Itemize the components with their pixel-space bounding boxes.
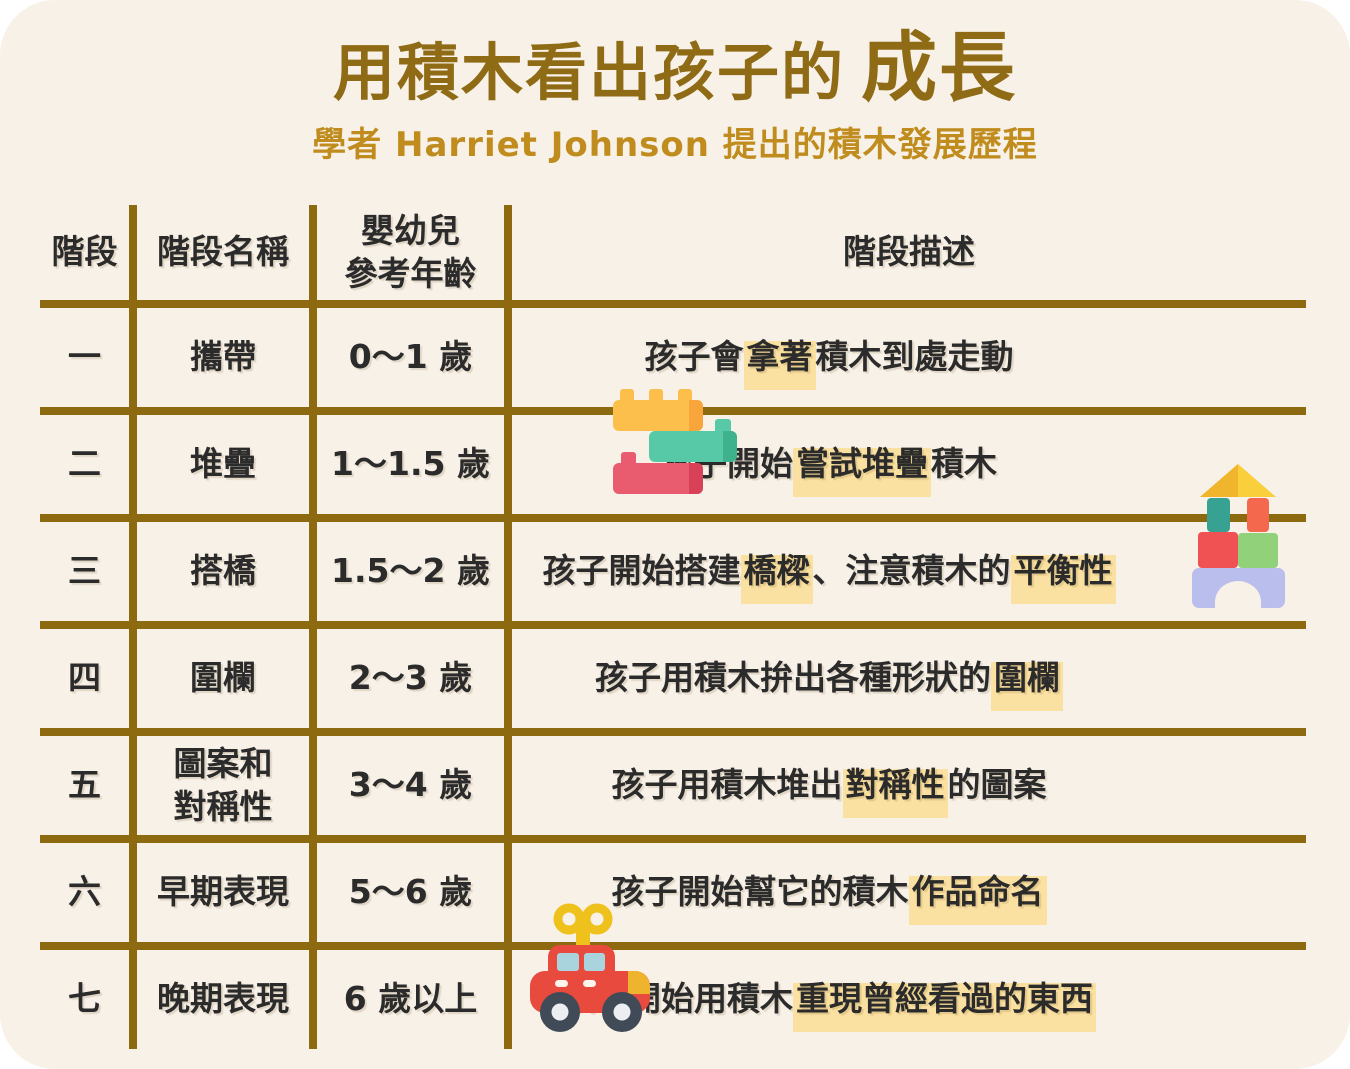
- highlighted-text: 平衡性: [1010, 549, 1116, 605]
- stage-number-cell: 四: [40, 621, 137, 728]
- stage-description-cell: 孩子用積木拚出各種形狀的圍欄: [512, 621, 1306, 728]
- stage-description-cell: 孩子開始搭建橋樑、注意積木的平衡性: [512, 514, 1306, 621]
- stage-number-cell: 六: [40, 835, 137, 942]
- plain-text: 孩子用積木堆出: [611, 765, 843, 805]
- stages-table: 階段 階段名稱 嬰幼兒 參考年齡 階段描述 一攜帶 0～1 歲 孩子會拿著積木到處走…: [40, 205, 1306, 1049]
- highlighted-text: 嘗試堆疊: [793, 442, 931, 498]
- stage-description-text: 孩子會拿著積木到處走動: [644, 335, 1014, 391]
- plain-text: 、注意積木的: [812, 551, 1011, 591]
- plain-text: 孩子開始幫它的積木: [611, 872, 909, 912]
- header: 用積木看出孩子的 成長 學者 Harriet Johnson 提出的積木發展歷程: [0, 22, 1350, 166]
- plain-text: 孩子開始搭建: [542, 551, 741, 591]
- stage-name-cell: 堆疊: [137, 407, 317, 514]
- highlighted-text: 拿著: [743, 335, 816, 391]
- plain-text: 孩子會: [644, 337, 744, 377]
- column-header-age: 嬰幼兒 參考年齡: [317, 205, 512, 300]
- highlighted-text: 橋樑: [740, 549, 813, 605]
- plain-text: 積木到處走動: [815, 337, 1014, 377]
- stage-description-cell: 孩子開始用積木重現曾經看過的東西: [512, 942, 1306, 1049]
- stage-age-cell: 1.5～2 歲: [317, 514, 512, 621]
- stage-description-text: 孩子用積木堆出對稱性的圖案: [611, 763, 1047, 819]
- stage-description-cell: 孩子開始幫它的積木作品命名: [512, 835, 1306, 942]
- stage-name-cell: 攜帶: [137, 300, 317, 407]
- column-header-stage: 階段: [40, 205, 137, 300]
- stage-number-cell: 五: [40, 728, 137, 835]
- column-header-description: 階段描述: [843, 232, 975, 272]
- stage-age-cell: 5～6 歲: [317, 835, 512, 942]
- stage-description-cell: 孩子會拿著積木到處走動: [512, 300, 1306, 407]
- stage-name-cell: 圖案和 對稱性: [137, 728, 317, 835]
- stage-description-text: 孩子開始幫它的積木作品命名: [611, 870, 1047, 926]
- plain-text: 積木: [931, 444, 997, 484]
- wind-up-car-icon: [530, 903, 650, 1032]
- stage-age-cell: 2～3 歲: [317, 621, 512, 728]
- stage-number-cell: 七: [40, 942, 137, 1049]
- page-subtitle: 學者 Harriet Johnson 提出的積木發展歷程: [312, 125, 1038, 166]
- stage-description-cell: 孩子用積木堆出對稱性的圖案: [512, 728, 1306, 835]
- stage-age-cell: 0～1 歲: [317, 300, 512, 407]
- page-title-accent: 成長: [861, 23, 1017, 112]
- highlighted-text: 對稱性: [842, 763, 948, 819]
- stage-age-cell: 6 歲以上: [317, 942, 512, 1049]
- plain-text: 孩子用積木拚出各種形狀的: [595, 658, 991, 698]
- stage-age-cell: 3～4 歲: [317, 728, 512, 835]
- block-house-icon: [1192, 464, 1285, 608]
- column-header-stage-name: 階段名稱: [137, 205, 317, 300]
- stage-description-text: 孩子用積木拚出各種形狀的圍欄: [595, 656, 1063, 712]
- lego-bricks-icon: [613, 389, 737, 494]
- stage-description-text: 孩子開始搭建橋樑、注意積木的平衡性: [542, 549, 1116, 605]
- page-title-main: 用積木看出孩子的: [332, 36, 845, 109]
- stage-description-text: 孩子開始用積木重現曾經看過的東西: [562, 977, 1096, 1033]
- stage-name-cell: 圍欄: [137, 621, 317, 728]
- highlighted-text: 重現曾經看過的東西: [793, 977, 1096, 1033]
- stage-name-cell: 搭橋: [137, 514, 317, 621]
- stage-number-cell: 二: [40, 407, 137, 514]
- highlighted-text: 作品命名: [908, 870, 1047, 926]
- stage-number-cell: 一: [40, 300, 137, 407]
- stage-number-cell: 三: [40, 514, 137, 621]
- highlighted-text: 圍欄: [991, 656, 1063, 712]
- stage-name-cell: 晚期表現: [137, 942, 317, 1049]
- stage-name-cell: 早期表現: [137, 835, 317, 942]
- page-title: 用積木看出孩子的 成長: [0, 22, 1350, 113]
- stage-age-cell: 1～1.5 歲: [317, 407, 512, 514]
- plain-text: 的圖案: [947, 765, 1047, 805]
